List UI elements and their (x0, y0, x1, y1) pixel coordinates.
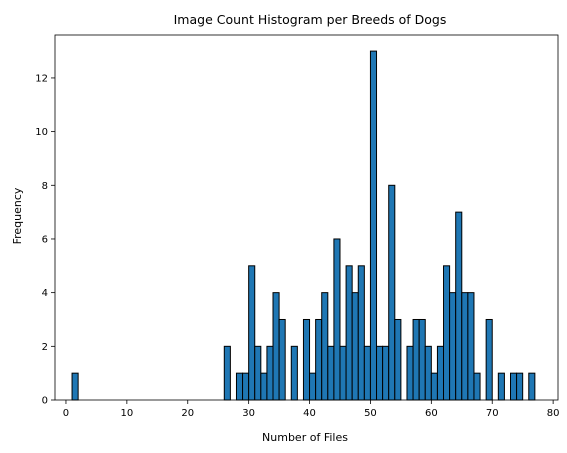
histogram-bar (339, 345, 347, 401)
histogram-bar (455, 211, 463, 401)
histogram-bar (516, 372, 524, 401)
histogram-bar (254, 345, 262, 401)
histogram-bar (473, 372, 481, 401)
x-tick-label: 80 (547, 408, 560, 419)
histogram-bar (71, 372, 79, 401)
y-axis-label: Frequency (11, 187, 24, 244)
y-tick-label: 4 (42, 288, 48, 299)
histogram-bar (278, 318, 286, 401)
histogram-bar (333, 238, 341, 401)
histogram-bar (309, 372, 317, 401)
histogram-bar (266, 345, 274, 401)
histogram-bar (235, 372, 244, 401)
x-tick-label: 70 (486, 408, 499, 419)
x-tick-label: 40 (303, 408, 316, 419)
histogram-bar (418, 318, 426, 401)
x-tick-label: 60 (425, 408, 438, 419)
histogram-bar (327, 345, 335, 401)
x-tick-label: 20 (181, 408, 194, 419)
x-tick-label: 30 (242, 408, 255, 419)
histogram-bar (412, 318, 420, 401)
x-tick-label: 0 (63, 408, 69, 419)
y-tick-label: 6 (42, 234, 48, 245)
histogram-bar (345, 265, 353, 401)
histogram-bar (272, 292, 280, 401)
chart-title: Image Count Histogram per Breeds of Dogs (174, 12, 447, 27)
histogram-bar (223, 345, 231, 401)
histogram-bar (260, 372, 268, 401)
histogram-bar (449, 292, 457, 401)
histogram-bar (394, 318, 402, 401)
plot-frame (54, 34, 559, 401)
histogram-bar (406, 345, 414, 401)
x-tick-label: 50 (364, 408, 377, 419)
histogram-bar (242, 372, 250, 401)
histogram-bar (497, 372, 505, 401)
histogram-bar (510, 372, 518, 401)
histogram-bar (357, 265, 365, 401)
x-tick-label: 10 (120, 408, 133, 419)
histogram-bar (290, 345, 298, 401)
histogram-bar (315, 318, 323, 401)
histogram-bar (321, 292, 329, 401)
histogram-bar (485, 318, 493, 401)
histogram-bar (467, 292, 475, 401)
histogram-bar (302, 318, 311, 401)
x-axis-ticks: 0 10 20 30 40 50 60 70 80 (63, 400, 560, 419)
histogram-bar (376, 345, 384, 401)
y-tick-label: 10 (35, 127, 48, 138)
histogram-bar (382, 345, 390, 401)
y-tick-label: 0 (42, 396, 48, 407)
histogram-bar (351, 292, 359, 401)
histogram-bar (528, 372, 536, 401)
histogram-bar (369, 50, 378, 401)
histogram-bar (443, 265, 451, 401)
histogram-bar (461, 292, 469, 401)
y-tick-label: 12 (35, 73, 48, 84)
histogram-bar (436, 345, 445, 401)
histogram-bar (430, 372, 438, 401)
x-axis-label: Number of Files (262, 431, 348, 444)
y-tick-label: 2 (42, 342, 48, 353)
histogram-bar (248, 265, 256, 401)
histogram-bar (363, 345, 371, 401)
y-axis-ticks: 0 2 4 6 8 10 12 (35, 73, 55, 407)
bar-group (71, 50, 536, 401)
histogram-bar (424, 345, 432, 401)
y-tick-label: 8 (42, 181, 48, 192)
histogram-bar (388, 184, 396, 401)
